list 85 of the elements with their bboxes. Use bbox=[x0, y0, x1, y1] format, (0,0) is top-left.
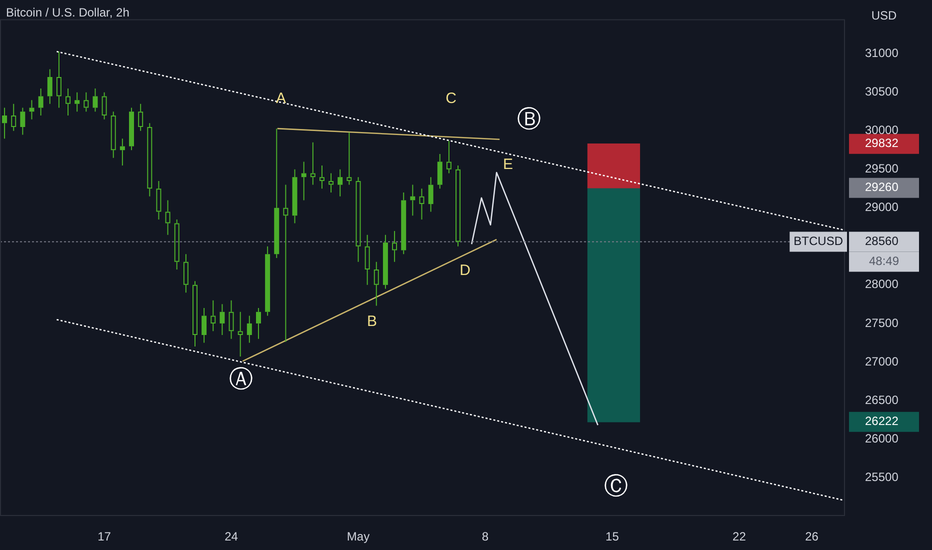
ref-line-label: BTCUSD bbox=[794, 234, 844, 248]
candlestick bbox=[220, 304, 225, 336]
y-tick-label: 29500 bbox=[865, 162, 899, 176]
y-tick-label: 31000 bbox=[865, 46, 899, 60]
candlestick bbox=[66, 88, 71, 116]
candlestick bbox=[292, 168, 298, 224]
candlestick bbox=[74, 92, 80, 112]
candlestick bbox=[29, 100, 34, 120]
candlestick bbox=[120, 138, 125, 166]
candlestick bbox=[2, 107, 8, 140]
candlestick bbox=[301, 161, 306, 201]
candlestick bbox=[183, 254, 188, 294]
candlestick bbox=[338, 168, 343, 197]
candlestick bbox=[110, 111, 116, 158]
candlestick bbox=[265, 246, 270, 316]
x-tick-label: 26 bbox=[805, 530, 819, 544]
y-tick-label: 25500 bbox=[865, 470, 899, 484]
candlestick bbox=[437, 153, 442, 190]
candlestick bbox=[419, 188, 424, 220]
candlestick bbox=[238, 311, 243, 358]
candlestick bbox=[256, 308, 261, 340]
candlestick bbox=[102, 92, 107, 120]
annotation: D bbox=[460, 262, 471, 280]
x-tick-label: 8 bbox=[482, 530, 489, 544]
candlestick bbox=[228, 300, 234, 340]
candlestick bbox=[38, 88, 44, 116]
annotation: Ⓒ bbox=[604, 472, 628, 500]
y-tick-label: 27500 bbox=[865, 316, 899, 330]
x-tick-label: 22 bbox=[732, 530, 746, 544]
candlestick bbox=[129, 107, 134, 151]
candlestick bbox=[138, 103, 144, 132]
chart-title: Bitcoin / U.S. Dollar, 2h bbox=[6, 5, 130, 20]
candlestick bbox=[356, 176, 361, 262]
annotation: Ⓐ bbox=[229, 365, 253, 394]
candlestick bbox=[346, 132, 352, 186]
candlestick bbox=[56, 51, 62, 108]
y-tick-label: 27000 bbox=[865, 354, 899, 368]
text: 48:49 bbox=[868, 254, 900, 268]
candlestick bbox=[410, 184, 416, 216]
annotation: E bbox=[502, 156, 514, 174]
candlestick bbox=[401, 192, 406, 255]
candlestick bbox=[84, 92, 89, 112]
candlestick bbox=[246, 315, 252, 344]
candlestick bbox=[165, 200, 170, 236]
candlestick bbox=[310, 142, 316, 186]
y-tick-label: 29000 bbox=[865, 200, 899, 214]
candlestick bbox=[446, 140, 452, 174]
candlestick bbox=[456, 165, 461, 247]
candlestick bbox=[156, 180, 162, 220]
annotation: B bbox=[366, 313, 378, 330]
y-tick-label: 28560 bbox=[865, 234, 899, 248]
candlestick bbox=[392, 230, 398, 262]
annotation: C bbox=[446, 90, 457, 108]
candlestick bbox=[319, 165, 324, 190]
candlestick bbox=[192, 280, 198, 348]
candlestick bbox=[283, 184, 288, 342]
candlestick bbox=[11, 103, 16, 132]
y-tick-label: 30000 bbox=[865, 123, 899, 138]
candlestick bbox=[274, 128, 280, 258]
annotation: A bbox=[276, 90, 286, 108]
candlestick bbox=[147, 122, 152, 197]
y-tick-label: 30500 bbox=[865, 84, 899, 99]
x-tick-label: 24 bbox=[224, 530, 238, 544]
candlestick bbox=[20, 107, 26, 136]
candlestick bbox=[328, 172, 334, 194]
y-tick-label: 28000 bbox=[865, 277, 899, 292]
y-tick-label: 26222 bbox=[865, 414, 899, 428]
candlestick bbox=[374, 261, 379, 306]
y-tick-label: 29832 bbox=[865, 136, 899, 150]
candlestick bbox=[202, 308, 207, 344]
candlestick bbox=[92, 88, 98, 112]
candlestick bbox=[428, 176, 434, 212]
x-tick-label: May bbox=[346, 530, 370, 544]
candlestick bbox=[210, 300, 216, 332]
candlestick bbox=[47, 68, 52, 104]
candlestick bbox=[382, 234, 388, 290]
x-tick-label: 17 bbox=[98, 530, 112, 544]
y-tick-label: 29260 bbox=[865, 180, 899, 194]
x-tick-label: 15 bbox=[606, 530, 620, 544]
candlestick bbox=[364, 234, 370, 286]
y-tick-label: 26500 bbox=[865, 392, 899, 407]
annotation: Ⓑ bbox=[517, 105, 541, 134]
y-tick-label: 26000 bbox=[865, 431, 899, 446]
y-axis-title: USD bbox=[871, 8, 897, 22]
candlestick bbox=[174, 218, 180, 270]
